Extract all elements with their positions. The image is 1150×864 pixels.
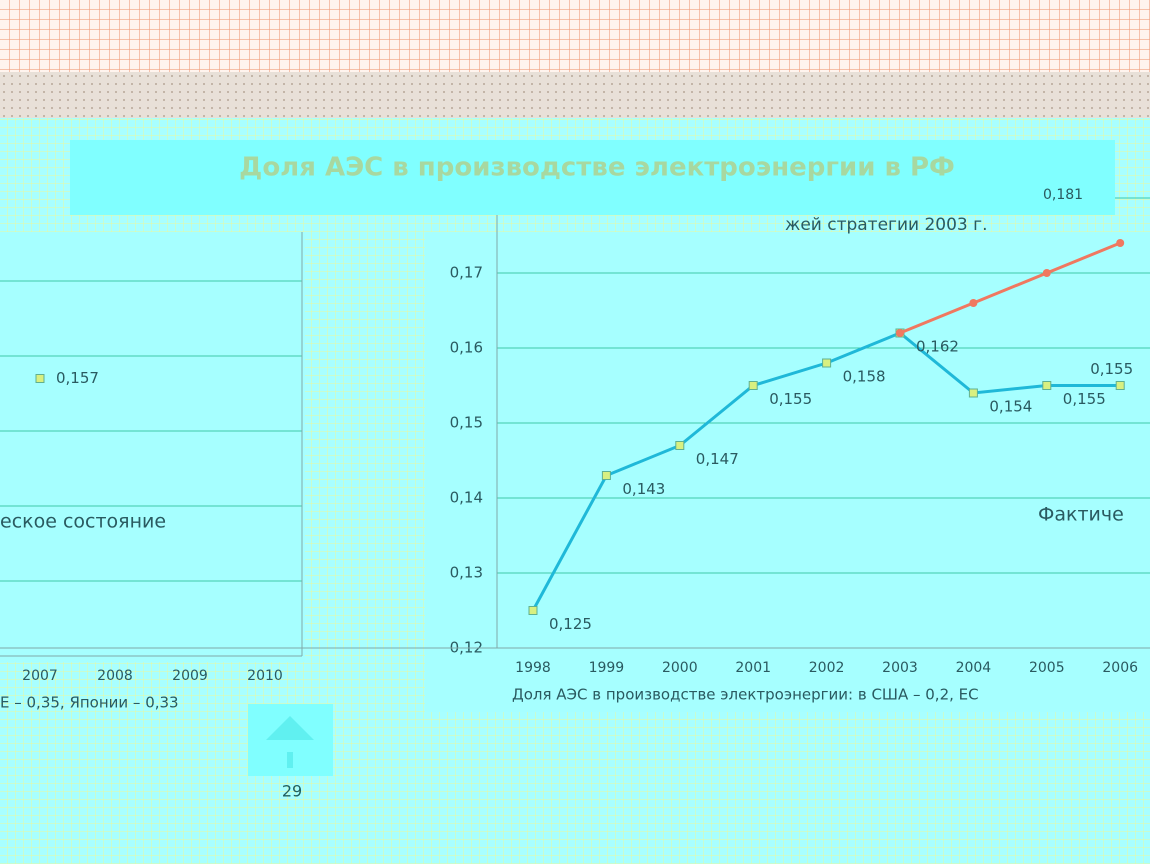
point — [748, 381, 758, 390]
data-label: 0,143 — [622, 480, 665, 498]
data-label: 0,158 — [843, 368, 886, 386]
point — [968, 388, 978, 398]
chart-title: Доля АЭС в производстве электроэнергии в… — [239, 153, 955, 183]
x-tick-label: 2004 — [956, 660, 992, 676]
annotation: Фактиче — [1038, 504, 1124, 526]
data-label: 0,155 — [769, 390, 812, 408]
x-tick-label: 2003 — [882, 660, 918, 676]
data-label: 0,155 — [1063, 390, 1106, 408]
left-panel — [0, 232, 305, 662]
y-tick-label: 0,14 — [450, 489, 483, 507]
x-tick-label: 2005 — [1029, 660, 1065, 676]
data-label: 0,154 — [989, 398, 1032, 416]
point — [675, 441, 685, 450]
annotation: еское состояние — [0, 511, 166, 533]
title-banner — [70, 140, 1115, 215]
caption: Е – 0,35, Японии – 0,33 — [0, 694, 179, 712]
data-label: 0,125 — [549, 615, 592, 633]
point — [822, 358, 832, 368]
point — [1042, 269, 1051, 277]
point — [1042, 381, 1052, 390]
y-tick-label: 0,17 — [450, 264, 483, 282]
x-tick-label: 2000 — [662, 660, 698, 676]
point — [969, 299, 978, 307]
data-label: 0,157 — [56, 369, 99, 387]
annotation: жей стратегии 2003 г. — [785, 215, 987, 235]
x-tick-label: 2010 — [247, 668, 283, 684]
annotation: 0,181 — [1043, 187, 1083, 203]
up-button[interactable] — [248, 704, 333, 776]
x-tick-label: 2008 — [97, 668, 133, 684]
x-tick-label: 1999 — [589, 660, 625, 676]
point — [1115, 381, 1125, 390]
right-panel — [425, 232, 1150, 712]
caption: Доля АЭС в производстве электроэнергии: … — [512, 686, 979, 704]
point — [896, 329, 904, 337]
header-band — [0, 72, 1150, 118]
top-pattern — [0, 0, 1150, 72]
data-label: 0,155 — [1090, 360, 1133, 378]
point — [528, 606, 538, 615]
y-tick-label: 0,15 — [450, 414, 483, 432]
x-tick-label: 2001 — [735, 660, 771, 676]
x-tick-label: 1998 — [515, 660, 551, 676]
arrow-icon[interactable] — [266, 716, 314, 768]
page-number: 29 — [282, 782, 302, 801]
data-label: 0,162 — [916, 338, 959, 356]
x-tick-label: 2002 — [809, 660, 845, 676]
x-tick-label: 2006 — [1102, 660, 1138, 676]
point — [601, 471, 611, 480]
y-tick-label: 0,16 — [450, 339, 483, 357]
y-tick-label: 0,13 — [450, 564, 483, 582]
x-tick-label: 2007 — [22, 668, 58, 684]
point — [35, 374, 45, 383]
x-tick-label: 2009 — [172, 668, 208, 684]
data-label: 0,147 — [696, 450, 739, 468]
series-line — [899, 241, 1121, 335]
point — [1116, 239, 1125, 247]
